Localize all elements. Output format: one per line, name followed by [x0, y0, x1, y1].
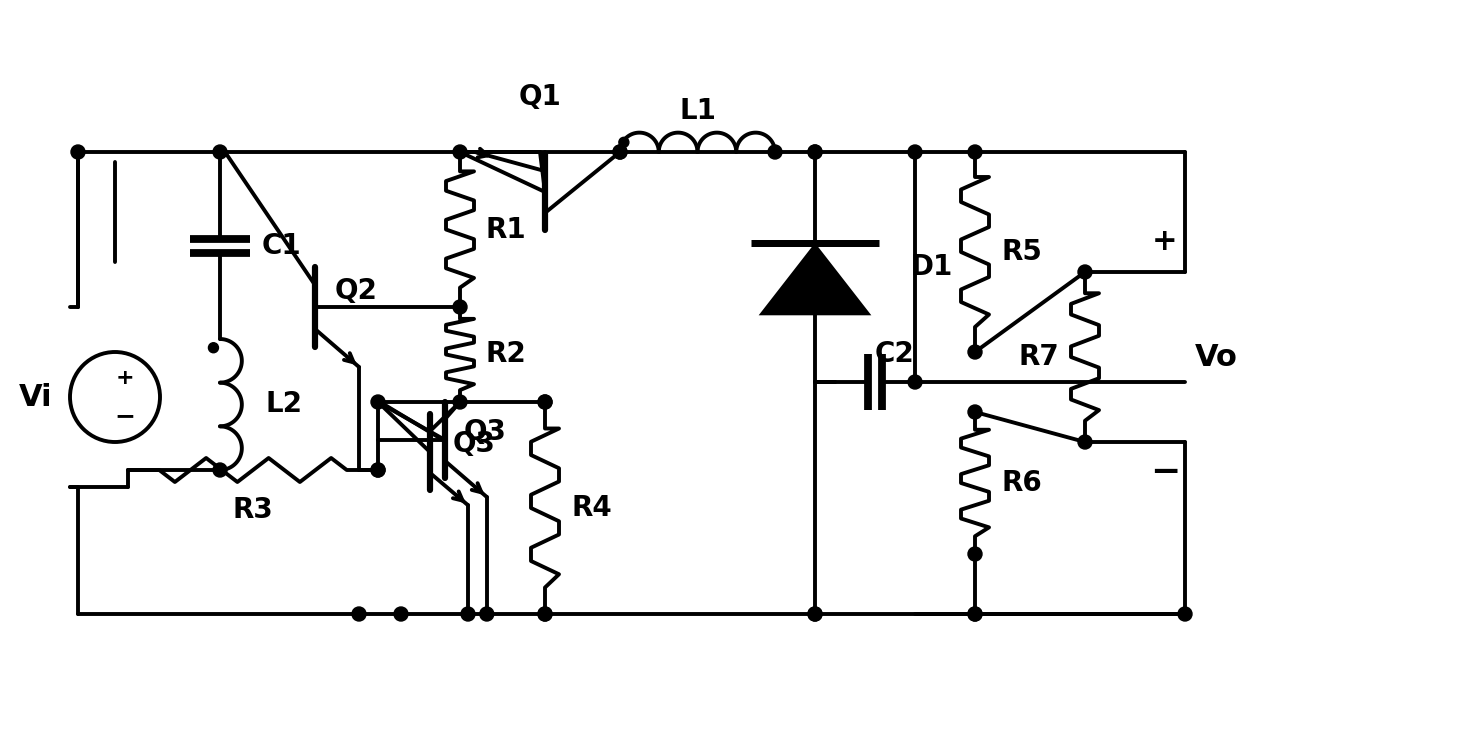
- Text: +: +: [1153, 228, 1178, 256]
- Circle shape: [71, 145, 86, 159]
- Circle shape: [968, 607, 981, 621]
- Circle shape: [480, 607, 494, 621]
- Circle shape: [538, 607, 551, 621]
- Circle shape: [452, 300, 467, 314]
- Circle shape: [613, 145, 627, 159]
- Circle shape: [808, 145, 822, 159]
- Text: D1: D1: [910, 253, 953, 281]
- Text: L2: L2: [266, 390, 303, 419]
- Text: Q2: Q2: [336, 277, 378, 305]
- Circle shape: [538, 395, 551, 409]
- Circle shape: [613, 145, 627, 159]
- Circle shape: [968, 547, 981, 561]
- Circle shape: [371, 395, 384, 409]
- Circle shape: [452, 145, 467, 159]
- Text: R4: R4: [571, 494, 612, 522]
- Circle shape: [808, 145, 822, 159]
- Circle shape: [808, 607, 822, 621]
- Circle shape: [538, 395, 551, 409]
- Circle shape: [808, 607, 822, 621]
- Circle shape: [1077, 265, 1092, 279]
- Text: Vi: Vi: [18, 383, 52, 411]
- Text: R6: R6: [1001, 469, 1042, 497]
- Text: −: −: [1150, 455, 1179, 489]
- Circle shape: [452, 395, 467, 409]
- Polygon shape: [758, 243, 872, 315]
- Circle shape: [213, 463, 228, 477]
- Text: +: +: [115, 368, 134, 388]
- Circle shape: [968, 145, 981, 159]
- Circle shape: [461, 607, 474, 621]
- Text: R1: R1: [486, 215, 526, 244]
- Text: R7: R7: [1018, 343, 1060, 371]
- Circle shape: [538, 607, 551, 621]
- Circle shape: [619, 138, 628, 147]
- Text: C1: C1: [262, 231, 302, 260]
- Text: Q3: Q3: [452, 430, 495, 458]
- Text: R2: R2: [486, 340, 526, 368]
- Circle shape: [371, 463, 384, 477]
- Circle shape: [213, 145, 228, 159]
- Text: R5: R5: [1001, 238, 1042, 266]
- Text: Q1: Q1: [519, 83, 562, 111]
- Circle shape: [395, 607, 408, 621]
- Circle shape: [907, 375, 922, 389]
- Circle shape: [1178, 607, 1191, 621]
- Text: −: −: [114, 404, 136, 428]
- Circle shape: [968, 607, 981, 621]
- Circle shape: [968, 345, 981, 359]
- Text: Q3: Q3: [464, 419, 507, 447]
- Circle shape: [968, 405, 981, 419]
- Circle shape: [769, 145, 782, 159]
- Text: Vo: Vo: [1196, 343, 1239, 372]
- Text: R3: R3: [232, 496, 273, 524]
- Text: L1: L1: [678, 97, 715, 124]
- Circle shape: [371, 463, 384, 477]
- Circle shape: [208, 343, 219, 353]
- Circle shape: [352, 607, 367, 621]
- Text: C2: C2: [875, 340, 915, 368]
- Circle shape: [1077, 435, 1092, 449]
- Circle shape: [907, 145, 922, 159]
